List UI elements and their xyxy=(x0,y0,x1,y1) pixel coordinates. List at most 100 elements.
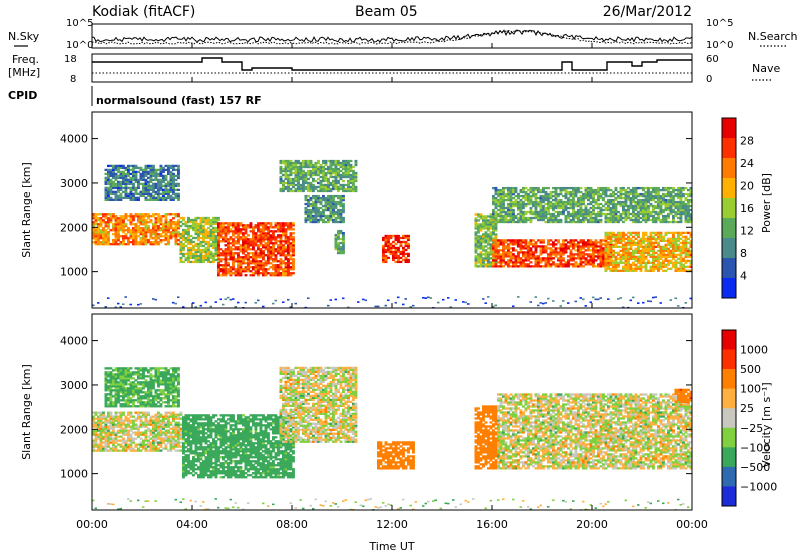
heatmap-cell xyxy=(569,202,573,206)
heatmap-cell xyxy=(572,202,575,206)
heatmap-cell xyxy=(169,235,173,238)
heatmap-cell xyxy=(389,246,393,250)
heatmap-cell xyxy=(517,192,520,196)
heatmap-cell xyxy=(214,226,218,230)
heatmap-cell xyxy=(279,177,283,181)
heatmap-cell xyxy=(397,234,400,238)
heatmap-cell xyxy=(564,220,568,224)
heatmap-cell xyxy=(172,233,175,236)
heatmap-cell xyxy=(597,204,600,208)
heatmap-cell xyxy=(107,190,110,194)
heatmap-cell xyxy=(534,243,538,246)
heatmap-cell xyxy=(637,212,640,216)
heatmap-cell xyxy=(147,229,150,232)
heatmap-cell xyxy=(564,208,568,212)
heatmap-cell xyxy=(667,208,670,212)
heatmap-cell xyxy=(499,190,503,194)
heatmap-cell xyxy=(179,240,183,244)
heatmap-cell xyxy=(322,214,325,218)
heatmap-cell xyxy=(299,183,303,187)
heatmap-cell xyxy=(207,254,210,258)
heatmap-cell xyxy=(622,192,625,196)
heatmap-cell xyxy=(644,249,648,252)
heatmap-cell xyxy=(177,192,180,196)
heatmap-cell xyxy=(394,250,398,254)
heatmap-cell xyxy=(672,233,675,237)
heatmap-cell xyxy=(334,181,338,185)
heatmap-cell xyxy=(529,216,533,220)
heatmap-cell xyxy=(182,244,185,248)
heatmap-cell xyxy=(594,251,598,254)
heatmap-cell xyxy=(177,296,180,299)
heatmap-cell xyxy=(287,250,290,253)
heatmap-cell xyxy=(317,210,320,214)
heatmap-cell xyxy=(197,238,200,242)
heatmap-cell xyxy=(402,246,405,250)
heatmap-cell xyxy=(649,261,653,264)
heatmap-cell xyxy=(539,196,543,200)
heatmap-cell xyxy=(237,264,240,267)
heatmap-cell xyxy=(227,270,230,273)
heatmap-cell xyxy=(154,233,158,236)
heatmap-cell xyxy=(494,235,498,238)
heatmap-cell xyxy=(309,198,313,202)
heatmap-cell xyxy=(197,236,200,240)
heatmap-cell xyxy=(539,190,543,194)
heatmap-cell xyxy=(289,250,293,253)
heatmap-cell xyxy=(277,274,280,277)
heatmap-cell xyxy=(522,206,525,210)
heatmap-cell xyxy=(669,202,673,206)
heatmap-cell xyxy=(574,212,578,216)
heatmap-cell xyxy=(512,243,515,246)
heatmap-cell xyxy=(242,248,245,251)
heatmap-cell xyxy=(689,261,693,264)
heatmap-cell xyxy=(287,246,290,249)
heatmap-cell xyxy=(279,246,283,249)
heatmap-cell xyxy=(157,229,160,232)
heatmap-cell xyxy=(649,255,653,258)
heatmap-cell xyxy=(542,210,545,214)
heatmap-cell xyxy=(237,274,240,277)
heatmap-cell xyxy=(147,217,150,220)
heatmap-cell xyxy=(267,248,270,251)
heatmap-cell xyxy=(584,204,588,208)
heatmap-cell xyxy=(622,196,625,200)
heatmap-cell xyxy=(287,163,290,167)
heatmap-cell xyxy=(142,229,145,232)
heatmap-cell xyxy=(682,269,685,272)
heatmap-cell xyxy=(94,231,98,234)
heatmap-cell xyxy=(659,220,663,224)
heatmap-cell xyxy=(634,247,638,250)
heatmap-cell xyxy=(679,231,683,235)
heatmap-cell xyxy=(189,246,193,250)
heatmap-cell xyxy=(652,265,655,268)
heatmap-cell xyxy=(187,218,190,222)
heatmap-cell xyxy=(337,187,340,191)
heatmap-cell xyxy=(289,163,293,167)
heatmap-cell xyxy=(124,225,128,228)
heatmap-cell xyxy=(227,244,230,247)
heatmap-cell xyxy=(134,237,138,240)
heatmap-cell xyxy=(489,219,493,222)
heatmap-cell xyxy=(639,255,643,258)
heatmap-cell xyxy=(589,218,593,222)
heatmap-cell xyxy=(509,190,513,194)
heatmap-cell xyxy=(219,236,223,239)
heatmap-cell xyxy=(637,265,640,268)
heatmap-cell xyxy=(672,245,675,248)
heatmap-cell xyxy=(532,255,535,258)
heatmap-cell xyxy=(534,249,538,252)
heatmap-cell xyxy=(237,232,240,235)
heatmap-cell xyxy=(264,242,268,245)
heatmap-cell xyxy=(609,241,613,245)
heatmap-cell xyxy=(669,212,673,216)
heatmap-cell xyxy=(502,259,505,262)
heatmap-cell xyxy=(614,269,618,272)
heatmap-cell xyxy=(664,245,668,248)
heatmap-cell xyxy=(549,192,553,196)
heatmap-cell xyxy=(164,219,168,222)
heatmap-cell xyxy=(127,182,130,186)
heatmap-cell xyxy=(632,212,635,216)
heatmap-cell xyxy=(119,186,123,190)
heatmap-cell xyxy=(684,249,688,252)
